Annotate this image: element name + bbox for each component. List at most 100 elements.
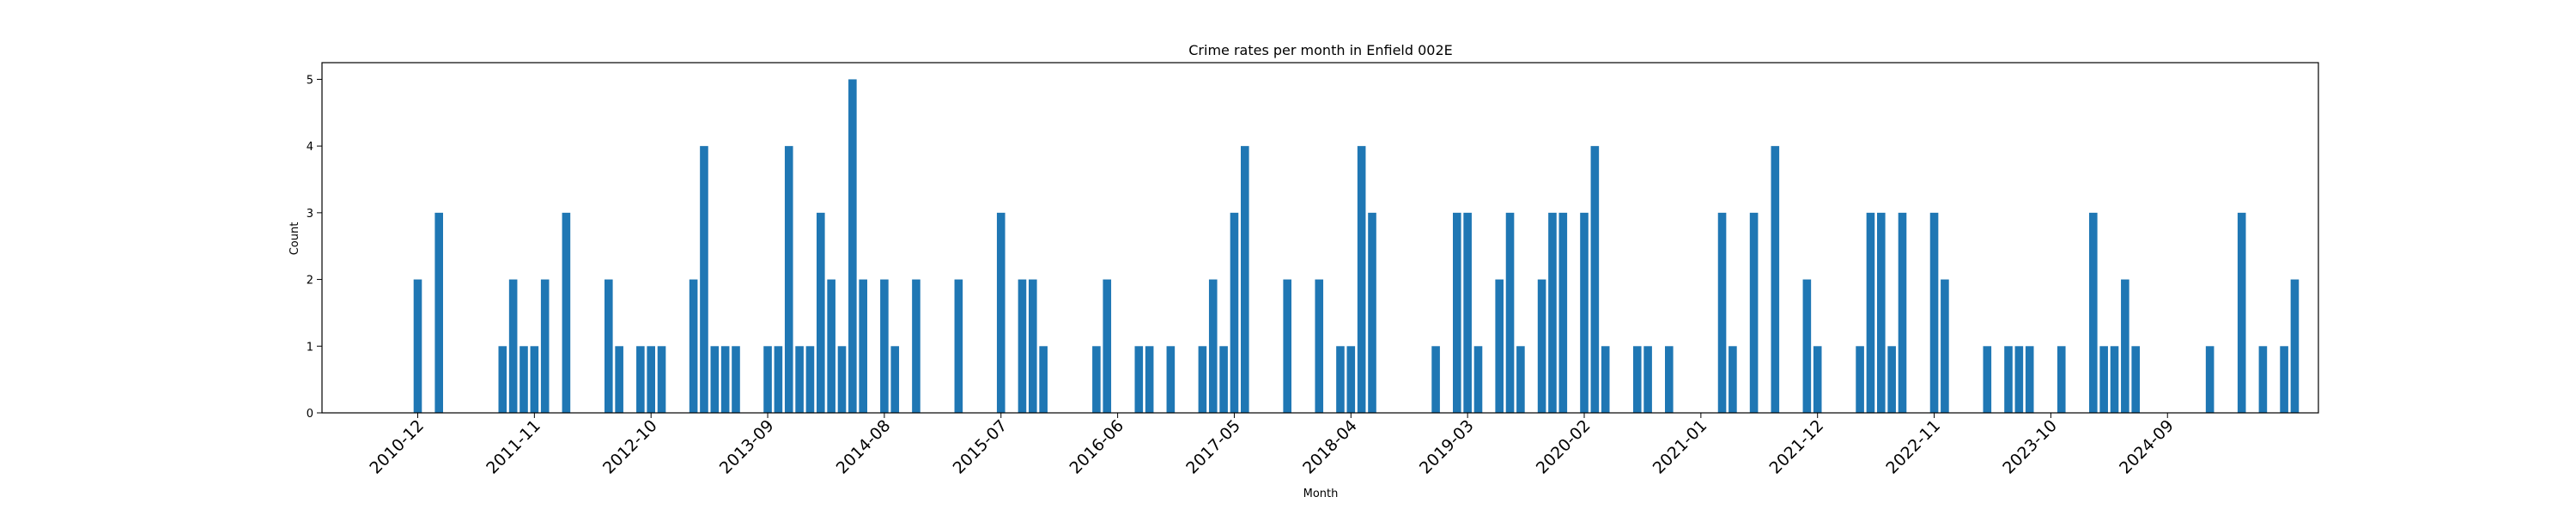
bar-2019-02: [1453, 212, 1461, 413]
bar-2021-11: [1802, 279, 1812, 413]
bar-2015-11: [1039, 346, 1048, 413]
bar-2013-02: [689, 279, 698, 413]
y-tick-label: 5: [307, 74, 313, 87]
bar-2017-04: [1219, 346, 1228, 413]
bar-2010-12: [413, 279, 422, 413]
bar-2025-04: [2237, 212, 2246, 413]
bar-2019-12: [1558, 212, 1568, 413]
bar-2019-03: [1463, 212, 1472, 413]
bar-2013-04: [710, 346, 720, 413]
bar-2020-07: [1632, 346, 1642, 413]
bar-2017-03: [1208, 279, 1218, 413]
bar-2017-05: [1230, 212, 1239, 413]
bar-2014-04: [837, 346, 847, 413]
bar-2019-04: [1473, 346, 1483, 413]
chart-title: Crime rates per month in Enfield 002E: [1188, 42, 1453, 58]
bar-2020-10: [1665, 346, 1674, 413]
bar-2024-03: [2099, 346, 2108, 413]
y-tick-label: 0: [307, 408, 313, 421]
bar-2025-09: [2290, 279, 2300, 413]
bar-2011-08: [498, 346, 507, 413]
bar-series: [413, 79, 2300, 414]
bar-2015-07: [996, 212, 1005, 413]
bar-2022-06: [1877, 212, 1886, 413]
bar-2016-11: [1166, 346, 1176, 413]
bar-2013-10: [774, 346, 783, 413]
bar-2014-11: [912, 279, 920, 413]
bar-2011-12: [540, 279, 550, 413]
bar-2014-06: [859, 279, 867, 413]
bar-2021-08: [1771, 146, 1780, 413]
bar-2021-04: [1728, 346, 1737, 413]
bar-2017-06: [1241, 146, 1249, 413]
bar-2012-09: [636, 346, 645, 413]
bar-2011-02: [434, 212, 443, 413]
bar-2014-05: [848, 79, 857, 414]
bar-2025-08: [2280, 346, 2288, 413]
bar-2022-12: [1941, 279, 1949, 413]
bar-2016-05: [1103, 279, 1112, 413]
bar-2024-02: [2089, 212, 2098, 413]
bar-2023-11: [2057, 346, 2066, 413]
bar-2013-12: [795, 346, 804, 413]
y-tick-label: 3: [307, 208, 313, 221]
bar-2019-10: [1537, 279, 1546, 413]
y-tick-label: 4: [307, 141, 313, 154]
y-axis-ticks: 0 1 2 3 4 5: [307, 74, 322, 421]
bar-2011-10: [519, 346, 528, 413]
bar-2020-08: [1643, 346, 1652, 413]
bar-2014-03: [827, 279, 835, 413]
bar-2021-12: [1813, 346, 1822, 413]
bar-2012-10: [647, 346, 655, 413]
bar-2015-09: [1018, 279, 1027, 413]
bar-2019-06: [1495, 279, 1504, 413]
bar-2018-03: [1336, 346, 1345, 413]
bar-2022-11: [1929, 212, 1939, 413]
bar-2021-06: [1749, 212, 1759, 413]
bar-2013-06: [732, 346, 740, 413]
bar-2024-05: [2121, 279, 2129, 413]
bar-2025-01: [2205, 346, 2215, 413]
bar-2017-10: [1283, 279, 1291, 413]
bar-2012-06: [605, 279, 613, 413]
bar-2019-08: [1516, 346, 1525, 413]
bar-2011-11: [530, 346, 539, 413]
bar-2023-06: [2004, 346, 2013, 413]
bar-2017-02: [1198, 346, 1207, 413]
bar-2022-04: [1856, 346, 1864, 413]
bar-2018-04: [1346, 346, 1356, 413]
bar-2013-05: [720, 346, 730, 413]
bar-2019-07: [1505, 212, 1515, 413]
bar-2018-01: [1315, 279, 1324, 413]
bar-2012-11: [657, 346, 666, 413]
y-tick-label: 2: [307, 275, 313, 288]
x-axis-label: Month: [1303, 488, 1339, 500]
bar-2024-04: [2110, 346, 2119, 413]
bar-2019-11: [1548, 212, 1557, 413]
bar-2024-06: [2131, 346, 2140, 413]
bar-2011-09: [508, 279, 518, 413]
bar-2020-02: [1580, 212, 1589, 413]
bar-2023-08: [2025, 346, 2034, 413]
bar-2022-07: [1887, 346, 1896, 413]
bar-2022-08: [1898, 212, 1907, 413]
bar-2013-09: [763, 346, 772, 413]
y-tick-label: 1: [307, 341, 313, 354]
y-axis-label: Count: [289, 222, 301, 256]
bar-2012-07: [615, 346, 623, 413]
bar-2021-03: [1717, 212, 1727, 413]
bar-2013-03: [700, 146, 708, 413]
bar-2023-07: [2014, 346, 2024, 413]
bar-2014-08: [880, 279, 889, 413]
bar-2025-06: [2258, 346, 2268, 413]
bar-2014-09: [890, 346, 900, 413]
bar-2014-02: [817, 212, 825, 413]
bar-2014-01: [805, 346, 815, 413]
bar-2015-03: [954, 279, 963, 413]
bar-2016-08: [1134, 346, 1144, 413]
plot-area-frame: [321, 62, 2319, 414]
bar-2023-04: [1983, 346, 1992, 413]
bar-2018-06: [1368, 212, 1376, 413]
